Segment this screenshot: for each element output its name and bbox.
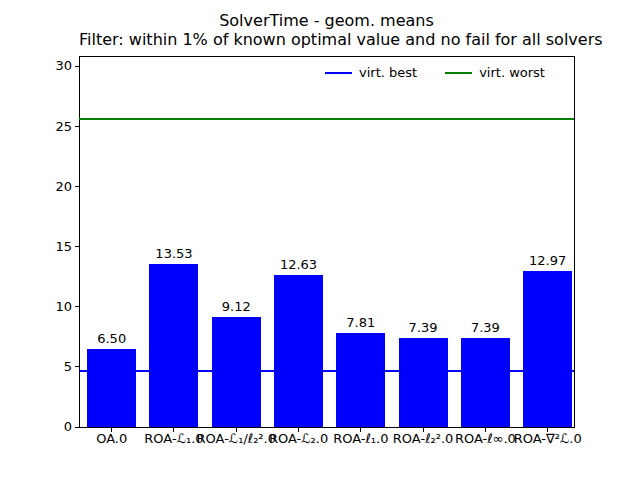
legend-label: virt. best bbox=[359, 65, 417, 80]
bar bbox=[212, 317, 261, 427]
chart-subtitle: Filter: within 1% of known optimal value… bbox=[79, 31, 574, 50]
y-tick-label: 30 bbox=[0, 58, 72, 74]
bar bbox=[523, 271, 572, 427]
bar bbox=[149, 264, 198, 427]
bar bbox=[274, 275, 323, 427]
y-tick-label: 25 bbox=[0, 119, 72, 135]
x-tick-label: ROA-∇²ℒ.0 bbox=[514, 431, 582, 446]
chart-title-block: SolverTime - geom. means Filter: within … bbox=[79, 12, 574, 49]
x-tick-label: ROA-ℒ₁/ℓ₂².0 bbox=[197, 431, 277, 446]
legend-label: virt. worst bbox=[479, 65, 545, 80]
legend-entry: virt. worst bbox=[445, 65, 545, 80]
y-tick-label: 15 bbox=[0, 239, 72, 255]
bar bbox=[87, 349, 136, 427]
y-tick-mark bbox=[75, 126, 79, 127]
bar-value-label: 6.50 bbox=[97, 331, 126, 346]
x-tick-label: ROA-ℓ∞.0 bbox=[455, 431, 516, 446]
chart-figure: SolverTime - geom. means Filter: within … bbox=[0, 0, 640, 480]
y-tick-label: 10 bbox=[0, 299, 72, 315]
x-axis-spine-bottom bbox=[79, 427, 575, 428]
x-tick-label: ROA-ℓ₂².0 bbox=[393, 431, 454, 446]
bar bbox=[461, 338, 510, 427]
reference-line-virt-worst bbox=[79, 118, 574, 120]
bar-value-label: 12.63 bbox=[280, 257, 317, 272]
bar-value-label: 12.97 bbox=[529, 253, 566, 268]
legend: virt. best virt. worst bbox=[325, 65, 545, 80]
y-tick-label: 20 bbox=[0, 179, 72, 195]
chart-title: SolverTime - geom. means bbox=[79, 12, 574, 31]
y-tick-mark bbox=[75, 66, 79, 67]
bar-value-label: 7.81 bbox=[346, 315, 375, 330]
y-tick-label: 0 bbox=[0, 419, 72, 435]
x-tick-label: OA.0 bbox=[96, 431, 127, 446]
bar bbox=[336, 333, 385, 427]
bar-value-label: 7.39 bbox=[409, 320, 438, 335]
x-tick-label: ROA-ℒ₂.0 bbox=[269, 431, 328, 446]
legend-line-swatch bbox=[325, 72, 352, 74]
y-tick-mark bbox=[75, 246, 79, 247]
bar-value-label: 13.53 bbox=[155, 246, 192, 261]
x-tick-label: ROA-ℓ₁.0 bbox=[333, 431, 388, 446]
bar-value-label: 9.12 bbox=[222, 299, 251, 314]
y-tick-mark bbox=[75, 306, 79, 307]
y-tick-mark bbox=[75, 427, 79, 428]
plot-area: virt. best virt. worst 6.50 13.53 9.12 12.63… bbox=[79, 56, 574, 427]
bar bbox=[399, 338, 448, 427]
axis-spine-right bbox=[574, 56, 575, 428]
y-tick-mark bbox=[75, 366, 79, 367]
x-tick-label: ROA-ℒ₁.0 bbox=[144, 431, 203, 446]
y-tick-label: 5 bbox=[0, 359, 72, 375]
legend-line-swatch bbox=[445, 72, 472, 74]
legend-entry: virt. best bbox=[325, 65, 417, 80]
y-tick-mark bbox=[75, 186, 79, 187]
bar-value-label: 7.39 bbox=[471, 320, 500, 335]
